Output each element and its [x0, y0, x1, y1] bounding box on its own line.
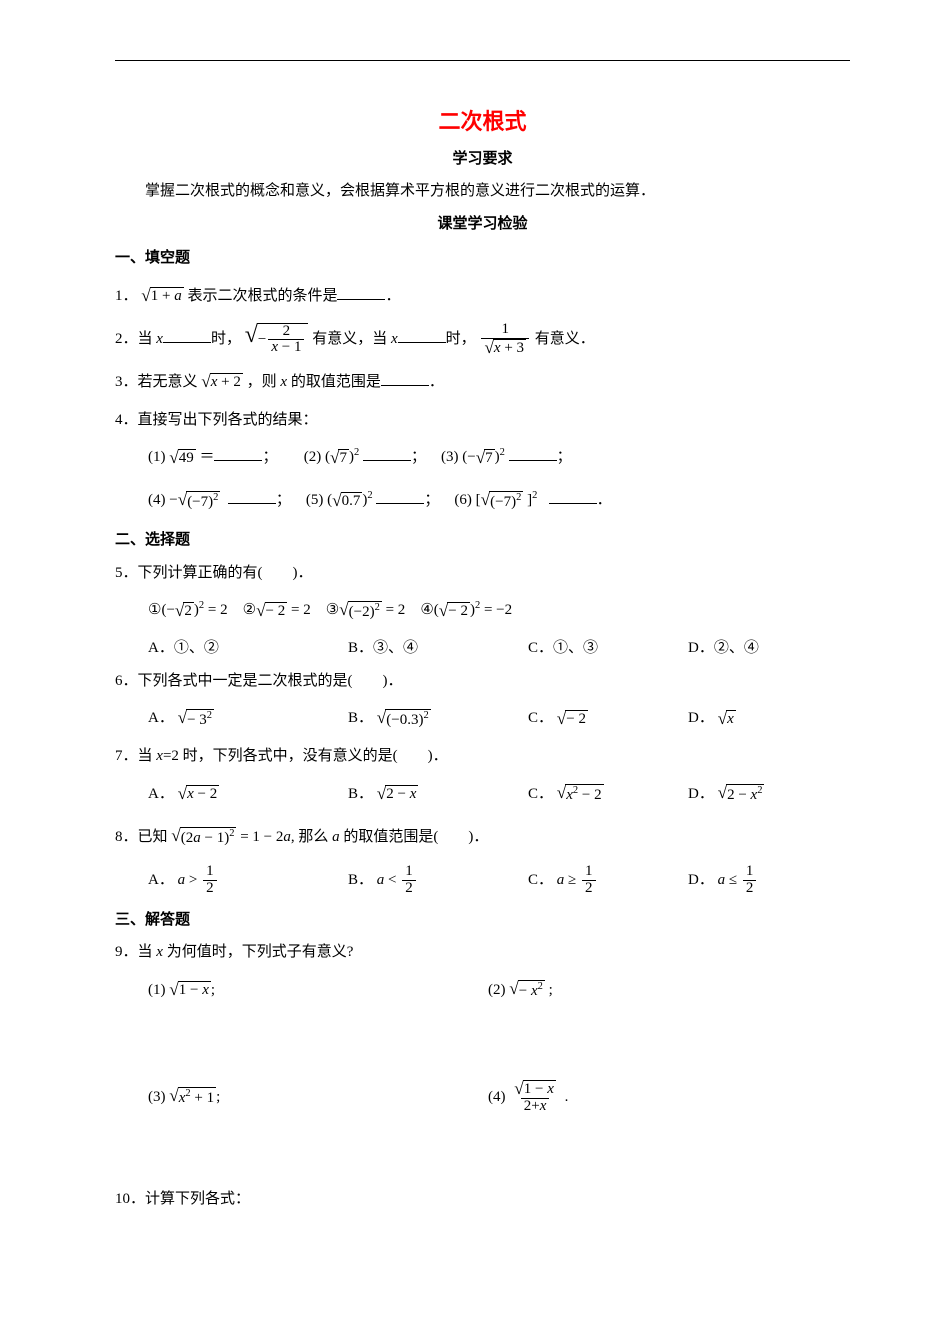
- blank: [381, 370, 429, 386]
- section-3-heading: 三、解答题: [115, 906, 850, 935]
- question-10: 10．计算下列各式：: [115, 1185, 850, 1214]
- question-4: 4．直接写出下列各式的结果：: [115, 406, 850, 435]
- question-6: 6．下列各式中一定是二次根式的是( )．: [115, 667, 850, 696]
- question-3: 3．若无意义 √x + 2 ，则 x 的取值范围是．: [115, 363, 850, 402]
- sqrt-icon: √−2x − 1: [245, 323, 309, 357]
- question-5-options: A．①、② B．③、④ C．①、③ D．②、④: [115, 634, 850, 663]
- question-4-row2: (4) −√(−7)2 ； (5) (√0.7)2 ； (6) [√(−7)2 …: [115, 481, 850, 520]
- blank: [398, 327, 446, 343]
- question-7-options: A． √x − 2 B． √2 − x C． √x2 − 2 D． √2 − x…: [115, 775, 850, 814]
- section-2-heading: 二、选择题: [115, 526, 850, 555]
- question-9-row2: (3) √x2 + 1; (4) √1 − x2+x .: [115, 1078, 850, 1117]
- top-rule: [115, 60, 850, 61]
- blank: [163, 327, 211, 343]
- question-9-row1: (1) √1 − x; (2) √− x2 ;: [115, 971, 850, 1010]
- question-8: 8．已知 √(2a − 1)2 = 1 − 2a, 那么 a 的取值范围是( )…: [115, 818, 850, 857]
- question-2: 2．当 x时， √−2x − 1 有意义，当 x时， 1√x + 3 有意义．: [115, 320, 850, 359]
- sqrt-icon: √1 + a: [141, 287, 183, 305]
- question-5-expressions: ①(−√2)2 = 2 ②√− 2 = 2 ③√(−2)2 = 2 ④(√− 2…: [115, 591, 850, 630]
- intro: 掌握二次根式的概念和意义，会根据算术平方根的意义进行二次根式的运算．: [115, 177, 850, 206]
- section-check: 课堂学习检验: [115, 210, 850, 239]
- title: 二次根式: [115, 101, 850, 143]
- question-5: 5．下列计算正确的有( )．: [115, 559, 850, 588]
- sqrt-icon: √x + 2: [201, 373, 243, 391]
- question-6-options: A． √− 32 B． √(−0.3)2 C． √− 2 D． √x: [115, 699, 850, 738]
- question-4-row1: (1) √49 ＝； (2) (√7)2 ； (3) (−√7)2 ；: [115, 438, 850, 477]
- question-1: 1． √1 + a 表示二次根式的条件是．: [115, 277, 850, 316]
- fraction: 1√x + 3: [481, 322, 529, 357]
- question-8-options: A． a > 12 B． a < 12 C． a ≥ 12 D． a ≤ 12: [115, 861, 850, 900]
- blank: [337, 284, 385, 300]
- question-9: 9．当 x 为何值时，下列式子有意义?: [115, 938, 850, 967]
- subtitle: 学习要求: [115, 145, 850, 174]
- section-1-heading: 一、填空题: [115, 244, 850, 273]
- question-7: 7．当 x=2 时，下列各式中，没有意义的是( )．: [115, 742, 850, 771]
